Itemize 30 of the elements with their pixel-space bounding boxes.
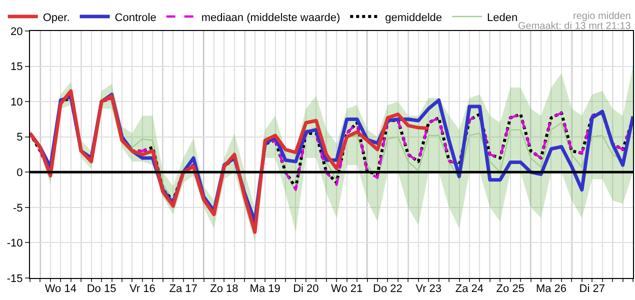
- x-tick-label: Ma 19: [250, 283, 280, 296]
- legend-label: Controle: [114, 12, 156, 24]
- x-tick-label: Wo 21: [331, 283, 363, 296]
- x-tick-label: Di 20: [293, 283, 319, 296]
- legend-label: Leden: [487, 12, 518, 24]
- legend-label: gemiddelde: [385, 12, 442, 24]
- y-tick-label: 10: [10, 96, 23, 108]
- x-tick-label: Za 17: [169, 283, 198, 296]
- x-tick-label: Wo 14: [44, 283, 76, 296]
- y-tick-label: -5: [13, 202, 23, 214]
- y-tick-label: -15: [6, 272, 23, 285]
- y-tick-label: 0: [16, 166, 23, 179]
- x-tick-label: Vr 23: [416, 283, 442, 296]
- x-tick-label: Di 27: [579, 283, 605, 296]
- x-tick-label: Za 24: [455, 283, 484, 296]
- y-tick-label: 15: [10, 61, 23, 74]
- x-tick-label: Vr 16: [129, 283, 156, 296]
- annotation: Gemaakt: di 13 mrt 21:13: [518, 21, 632, 32]
- x-tick-label: Zo 25: [496, 283, 524, 296]
- x-tick-label: Do 15: [86, 283, 116, 296]
- x-tick-label: Ma 26: [536, 283, 567, 296]
- line-series: [30, 89, 430, 234]
- x-tick-label: Do 22: [373, 283, 402, 296]
- legend-label: Oper.: [42, 12, 70, 24]
- legend-label: mediaan (middelste waarde): [201, 12, 340, 24]
- x-tick-label: Zo 18: [210, 283, 238, 296]
- y-tick-label: -10: [6, 238, 23, 250]
- y-tick-label: 5: [16, 132, 23, 144]
- y-tick-label: 20: [10, 26, 23, 38]
- text: regio midden: [573, 11, 631, 22]
